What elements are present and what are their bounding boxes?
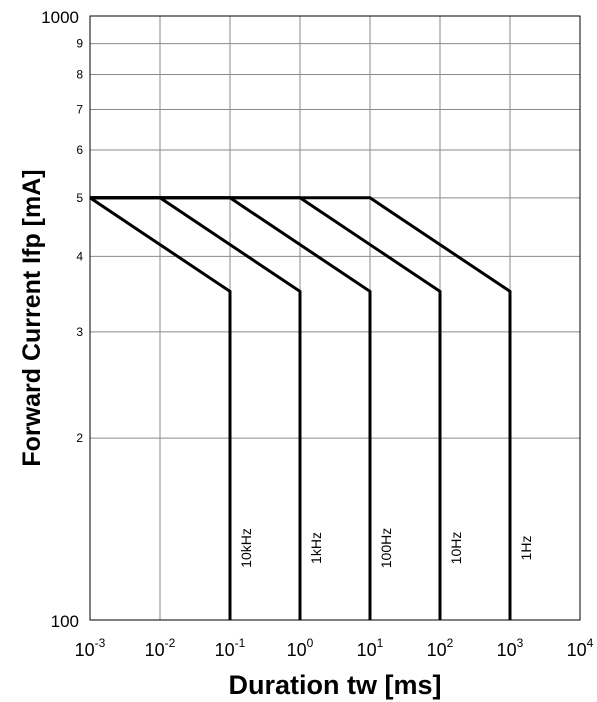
x-tick-exponent: -3 — [95, 636, 106, 650]
series-line — [89, 196, 232, 620]
x-tick-exponent: 4 — [587, 636, 594, 650]
y-axis-title: Forward Current Ifp [mA] — [18, 169, 46, 466]
x-tick-label: 10-1 — [215, 636, 246, 660]
series-label: 100Hz — [378, 528, 394, 568]
y-tick-label: 7 — [76, 103, 83, 117]
x-tick-label: 101 — [357, 636, 384, 660]
x-tick-exponent: 1 — [377, 636, 384, 650]
y-tick-label: 4 — [76, 249, 83, 263]
x-tick-base: 10 — [427, 640, 447, 660]
series-label: 10Hz — [448, 532, 464, 565]
x-tick-exponent: 3 — [517, 636, 524, 650]
y-tick-label: 1000 — [41, 8, 79, 27]
x-tick-labels: 10-3 10-2 10-1 100 101 102 103 104 — [75, 636, 594, 660]
series-label: 1Hz — [518, 536, 534, 561]
series-label: 10kHz — [238, 528, 254, 568]
x-tick-base: 10 — [145, 640, 165, 660]
series-label: 1kHz — [308, 532, 324, 564]
x-tick-label: 10-3 — [75, 636, 106, 660]
x-tick-base: 10 — [567, 640, 587, 660]
y-tick-label: 3 — [76, 325, 83, 339]
y-tick-label: 2 — [76, 431, 83, 445]
series-line — [90, 196, 512, 620]
x-tick-label: 10-2 — [145, 636, 176, 660]
x-tick-base: 10 — [357, 640, 377, 660]
y-tick-label: 5 — [76, 191, 83, 205]
y-tick-label: 100 — [51, 612, 79, 631]
x-tick-base: 10 — [75, 640, 95, 660]
x-tick-label: 104 — [567, 636, 594, 660]
y-tick-labels: 100 2 3 4 5 6 7 8 9 1000 — [41, 8, 83, 631]
x-tick-label: 102 — [427, 636, 454, 660]
x-tick-exponent: 0 — [307, 636, 314, 650]
x-axis-title: Duration tw [ms] — [229, 670, 442, 700]
series-layer: 10kHz 1kHz 100Hz 10Hz 1Hz — [89, 196, 534, 620]
x-tick-exponent: 2 — [447, 636, 454, 650]
x-tick-label: 103 — [497, 636, 524, 660]
x-tick-exponent: -2 — [165, 636, 176, 650]
x-tick-label: 100 — [287, 636, 314, 660]
x-tick-base: 10 — [215, 640, 235, 660]
y-tick-label: 9 — [76, 37, 83, 51]
y-tick-label: 8 — [76, 68, 83, 82]
x-tick-base: 10 — [287, 640, 307, 660]
y-tick-label: 6 — [76, 143, 83, 157]
x-tick-base: 10 — [497, 640, 517, 660]
plot-frame — [89, 15, 581, 621]
x-tick-exponent: -1 — [235, 636, 246, 650]
